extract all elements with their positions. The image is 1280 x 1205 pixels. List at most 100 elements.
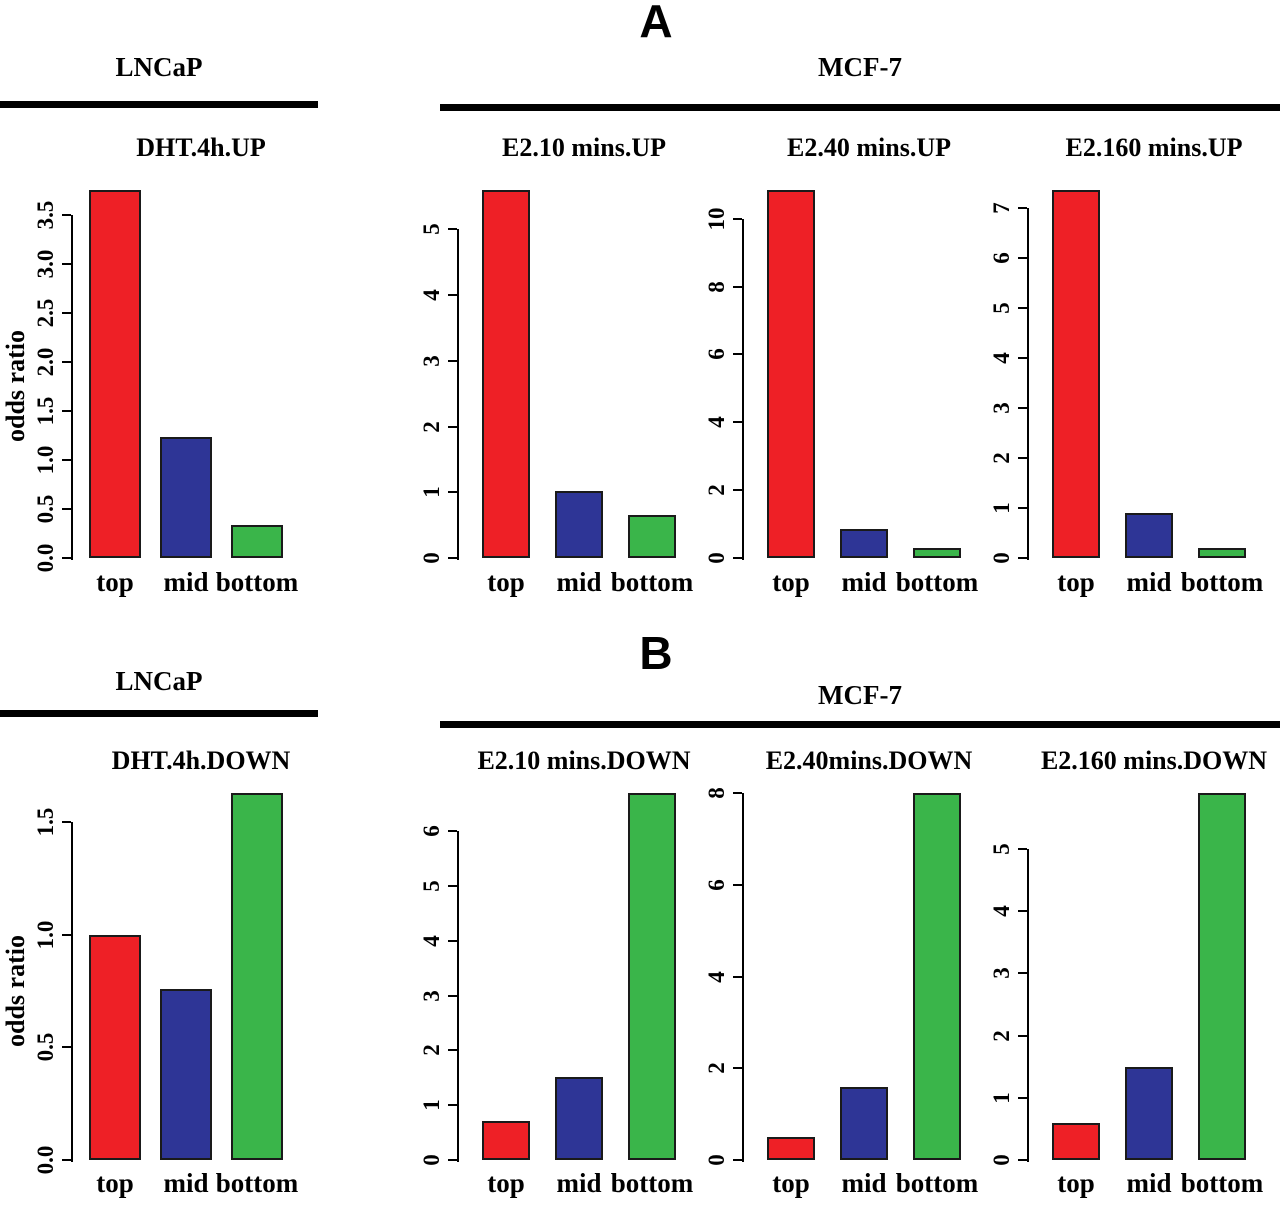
chart-cell-e2-160-up: E2.160 mins.UP 0 1 2 3 4 5 6 7 top mid bottom — [989, 95, 1280, 610]
bar-mid — [840, 529, 888, 558]
y-axis-tick — [448, 425, 457, 428]
tick-label: 4 — [989, 905, 1014, 917]
tick-label: 1 — [419, 486, 444, 499]
category-label: mid — [1126, 1168, 1172, 1198]
tick-label: 7 — [989, 201, 1014, 214]
category-label: mid — [556, 567, 602, 597]
tick-label: 4 — [704, 970, 729, 983]
y-axis-tick — [1018, 557, 1027, 559]
tick-label: 0 — [989, 1154, 1014, 1166]
bar-bottom — [1198, 547, 1246, 558]
chart-cell-e2-40-up: E2.40 mins.UP 0 2 4 6 8 10 top mid bottom — [704, 95, 995, 610]
bar-bottom — [1198, 793, 1246, 1160]
tick-label: 4 — [419, 935, 444, 947]
bar-top — [1052, 1122, 1100, 1160]
y-axis-tick — [62, 262, 71, 265]
tick-label: 0 — [704, 1154, 729, 1166]
category-label: bottom — [1180, 567, 1264, 597]
tick-label: 0 — [704, 552, 729, 564]
chart-cell-dht4h-down: DHT.4h.DOWN 0.0 0.5 1.0 1.5 odds ratio top mid b… — [0, 710, 330, 1205]
category-label: mid — [841, 1168, 887, 1198]
bar-top — [767, 190, 815, 558]
category-label: top — [487, 567, 525, 597]
y-axis-tick — [62, 821, 71, 824]
y-axis — [1027, 207, 1029, 560]
tick-label: 2 — [989, 1029, 1014, 1042]
chart-title: E2.160 mins.DOWN — [1040, 746, 1268, 775]
y-axis-tick — [1018, 1034, 1027, 1037]
category-label: top — [1057, 567, 1095, 597]
y-axis-tick — [448, 994, 457, 997]
group-rule-mcf7-b — [440, 721, 1280, 728]
tick-label: 1 — [989, 1092, 1014, 1104]
y-axis-tick — [733, 1159, 742, 1161]
category-label: mid — [163, 567, 209, 597]
bar-top — [767, 1137, 815, 1160]
y-axis-tick — [1018, 1096, 1027, 1099]
y-axis-tick — [62, 507, 71, 510]
y-axis-tick — [733, 1067, 742, 1070]
y-axis-tick — [62, 1046, 71, 1049]
bar-mid — [160, 437, 212, 558]
tick-label: 0 — [419, 1154, 444, 1166]
tick-label: 1 — [419, 1099, 444, 1111]
tick-label: 1.0 — [33, 920, 58, 950]
category-label: bottom — [610, 1168, 694, 1198]
y-axis-tick — [1018, 256, 1027, 259]
y-axis-tick — [1018, 506, 1027, 509]
tick-label: 3.5 — [33, 200, 58, 229]
category-label: top — [96, 1168, 134, 1198]
group-rule-lncap-b — [0, 710, 318, 717]
category-label: mid — [163, 1168, 209, 1198]
bar-top — [1052, 190, 1100, 558]
chart-cell-dht4h-up: DHT.4h.UP 0.0 0.5 1.0 1.5 2.0 2.5 3.0 3.5 odds ra… — [0, 95, 330, 610]
y-axis-tick — [733, 353, 742, 356]
chart-cell-e2-10-up: E2.10 mins.UP 0 1 2 3 4 5 top mid bottom — [419, 95, 710, 610]
y-axis-tick — [733, 557, 742, 559]
bar-bottom — [628, 515, 676, 558]
tick-label: 2 — [419, 420, 444, 433]
category-label: top — [96, 567, 134, 597]
y-axis-label: odds ratio — [1, 935, 30, 1048]
tick-label: 1.5 — [33, 807, 58, 837]
tick-label: 5 — [989, 843, 1014, 855]
y-axis-tick — [448, 830, 457, 833]
y-axis-tick — [1018, 1159, 1027, 1161]
y-axis-tick — [448, 228, 457, 231]
bar-top — [482, 1120, 530, 1160]
tick-label: 6 — [704, 879, 729, 891]
y-axis — [742, 218, 744, 560]
chart-title: E2.40mins.DOWN — [765, 746, 973, 775]
bar-top — [482, 190, 530, 558]
y-axis-tick — [448, 939, 457, 942]
category-label: top — [772, 567, 810, 597]
panel-a-label: A — [639, 0, 673, 47]
y-axis-tick — [1018, 206, 1027, 209]
tick-label: 3 — [419, 355, 444, 367]
chart-title: E2.10 mins.DOWN — [477, 746, 691, 775]
y-axis-tick — [62, 360, 71, 363]
y-axis-tick — [62, 1159, 71, 1161]
y-axis-tick — [62, 458, 71, 461]
chart-title: DHT.4h.DOWN — [111, 746, 291, 775]
tick-label: 4 — [419, 289, 444, 301]
chart-title: E2.40 mins.UP — [787, 133, 951, 162]
tick-label: 0.0 — [33, 1145, 58, 1175]
category-label: top — [487, 1168, 525, 1198]
y-axis-tick — [448, 885, 457, 888]
bar-mid — [1125, 1066, 1173, 1160]
tick-label: 10 — [704, 207, 729, 231]
y-axis-tick — [62, 213, 71, 216]
chart-title: E2.10 mins.UP — [502, 133, 666, 162]
bar-mid — [555, 490, 603, 558]
group-rule-lncap-a — [0, 101, 318, 108]
y-axis-tick — [62, 311, 71, 314]
category-label: bottom — [895, 1168, 979, 1198]
y-axis-tick — [733, 792, 742, 794]
group-title-lncap-a: LNCaP — [115, 52, 203, 82]
y-axis — [1027, 848, 1029, 1162]
bar-bottom — [231, 793, 283, 1160]
y-axis-tick — [62, 557, 71, 559]
tick-label: 2 — [419, 1044, 444, 1057]
